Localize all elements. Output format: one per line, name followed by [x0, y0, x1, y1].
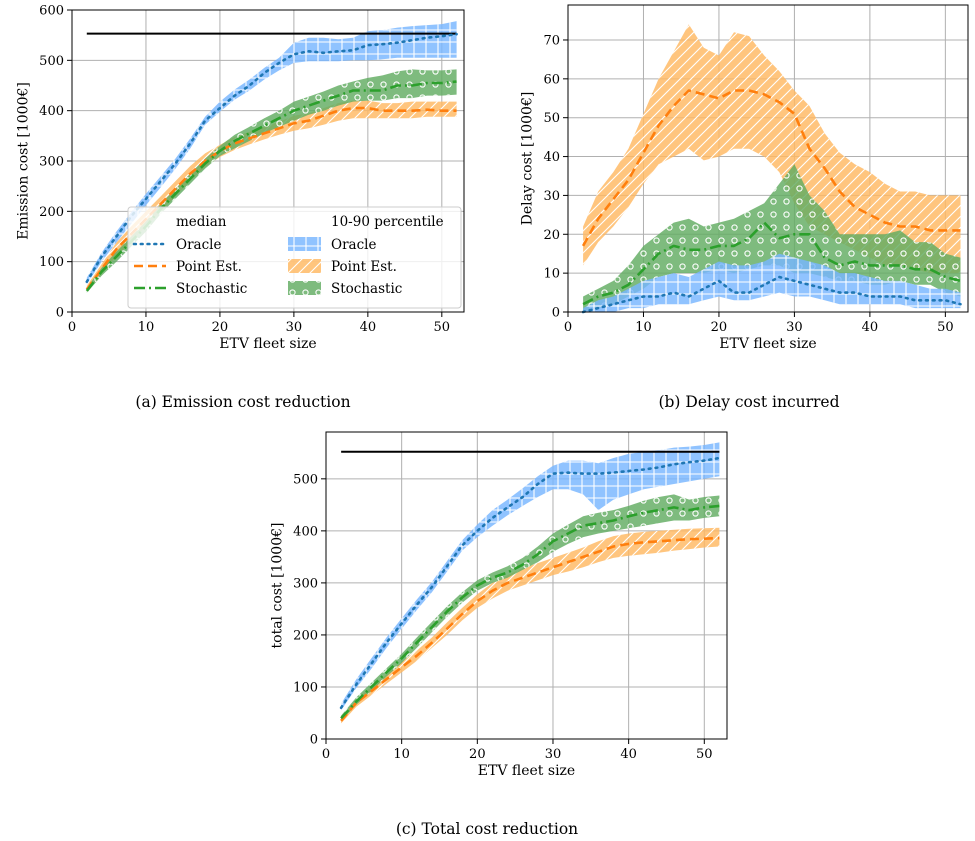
- chart-2-band-hatch-2: [341, 494, 720, 721]
- chart-0-median-line-0: [85, 32, 458, 284]
- caption-b: (b) Delay cost incurred: [658, 393, 839, 411]
- chart-0-legend-median-label-0: Oracle: [176, 237, 221, 253]
- chart-2-x-tick-label: 40: [620, 747, 637, 762]
- chart-1-y-tick-label: 40: [543, 150, 560, 165]
- chart-0-y-tick-label: 400: [39, 104, 64, 119]
- chart-1-x-tick-label: 20: [711, 320, 728, 335]
- chart-0-legend-band-label-2: Stochastic: [331, 281, 402, 297]
- chart-0-band-hatch-2: [86, 69, 457, 293]
- chart-2-x-tick-label: 30: [545, 747, 562, 762]
- chart-0-legend-patch-hatch-2: [288, 281, 321, 295]
- chart-1-x-tick-label: 40: [862, 320, 879, 335]
- chart-0-x-axis-label: ETV fleet size: [219, 336, 316, 352]
- chart-1-y-tick-label: 0: [552, 306, 560, 321]
- chart-1-y-tick-label: 60: [543, 72, 560, 87]
- chart-2-band-hatch-1: [341, 527, 720, 724]
- chart-2-band-hatch-0: [341, 442, 720, 711]
- chart-0-legend-patch-hatch-1: [288, 259, 321, 273]
- chart-1-y-axis-label: Delay cost [1000€]: [520, 92, 536, 226]
- chart-2-plot-frame: [325, 431, 728, 740]
- caption-c: (c) Total cost reduction: [396, 820, 578, 838]
- chart-1-y-tick-label: 50: [543, 111, 560, 126]
- chart-1-y-tick-label: 10: [543, 267, 560, 282]
- chart-1-band-hatch-2: [583, 164, 961, 312]
- chart-1-y-tick-label: 30: [543, 189, 560, 204]
- chart-2-x-tick-label: 20: [469, 747, 486, 762]
- chart-2-median-line-0: [339, 456, 721, 710]
- chart-1-median-line-1: [581, 89, 961, 247]
- chart-0-y-tick-label: 200: [39, 205, 64, 220]
- chart-2-y-tick-label: 300: [293, 576, 318, 591]
- chart-b: 0 10 20 30 40 50 0 10 20 30 40 50 60 70 ETV fleet size…: [520, 4, 969, 352]
- chart-0-legend: median 10-90 percentile Oracle Oracle Point …: [127, 206, 462, 309]
- chart-1-median-line-2: [582, 221, 961, 306]
- chart-0-y-axis-label: Emission cost [1000€]: [15, 82, 31, 240]
- chart-0-x-tick-label: 30: [286, 320, 303, 335]
- chart-1-x-tick-label: 50: [937, 320, 954, 335]
- chart-0-legend-median-title: median: [176, 214, 227, 230]
- chart-1-y-tick-label: 20: [543, 228, 560, 243]
- chart-1-plot-frame: [567, 4, 969, 313]
- chart-0-band-hatch-1: [86, 100, 457, 292]
- chart-0-band-hatch-0: [86, 21, 457, 285]
- chart-0-x-tick-label: 20: [212, 320, 229, 335]
- chart-0-x-tick-label: 10: [138, 320, 155, 335]
- chart-2-x-tick-label: 10: [393, 747, 410, 762]
- chart-2-y-tick-label: 400: [293, 524, 318, 539]
- chart-2-median-line-2: [340, 504, 720, 720]
- chart-2-x-tick-label: 0: [322, 747, 330, 762]
- chart-1-x-tick-label: 10: [635, 320, 652, 335]
- chart-0-legend-band-title: 10-90 percentile: [331, 214, 444, 230]
- chart-1-band-hatch-0: [583, 253, 961, 312]
- chart-2-y-tick-label: 200: [293, 628, 318, 643]
- chart-1-x-axis-label: ETV fleet size: [719, 336, 816, 352]
- chart-1-x-tick-label: 30: [786, 320, 803, 335]
- chart-0-y-tick-label: 500: [39, 54, 64, 69]
- chart-2-median-line-1: [340, 536, 720, 722]
- chart-2-y-tick-label: 500: [293, 472, 318, 487]
- chart-0-y-tick-label: 0: [56, 306, 64, 321]
- chart-0-y-tick-label: 600: [39, 4, 64, 19]
- chart-2-x-axis-label: ETV fleet size: [478, 763, 575, 779]
- chart-1-band-hatch-1: [583, 24, 961, 274]
- chart-0-legend-box: [127, 206, 462, 309]
- chart-0-x-tick-label: 50: [434, 320, 451, 335]
- chart-0-legend-median-label-2: Stochastic: [176, 281, 247, 297]
- chart-0-legend-median-label-1: Point Est.: [176, 259, 242, 275]
- chart-0-y-tick-label: 300: [39, 155, 64, 170]
- chart-2-x-tick-label: 50: [696, 747, 713, 762]
- caption-a: (a) Emission cost reduction: [135, 393, 350, 411]
- chart-0-legend-band-label-1: Point Est.: [331, 259, 397, 275]
- chart-0-legend-band-label-0: Oracle: [331, 237, 376, 253]
- chart-2-y-axis-label: total cost [1000€]: [269, 523, 285, 649]
- chart-0-y-tick-label: 100: [39, 255, 64, 270]
- chart-1-x-tick-label: 0: [564, 320, 572, 335]
- chart-1-y-tick-label: 70: [543, 33, 560, 48]
- chart-0-x-tick-label: 0: [68, 320, 76, 335]
- chart-0-legend-patch-hatch-0: [288, 237, 321, 251]
- chart-0-x-tick-label: 40: [360, 320, 377, 335]
- chart-2-y-tick-label: 0: [310, 733, 318, 748]
- chart-2-y-tick-label: 100: [293, 680, 318, 695]
